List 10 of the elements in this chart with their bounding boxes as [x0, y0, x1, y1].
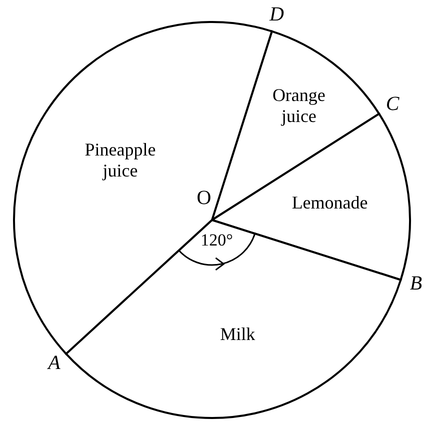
slice-label: Orange juice [272, 85, 326, 126]
slice-label: Milk [220, 324, 256, 344]
text: D [268, 4, 284, 26]
text: A [46, 352, 62, 374]
slice-label: Lemonade [292, 192, 368, 213]
text: O [196, 187, 212, 209]
text: 120° [200, 230, 233, 250]
text: C [386, 92, 400, 115]
slice-label: Pineapple juice [84, 140, 156, 181]
text: B [410, 272, 422, 294]
